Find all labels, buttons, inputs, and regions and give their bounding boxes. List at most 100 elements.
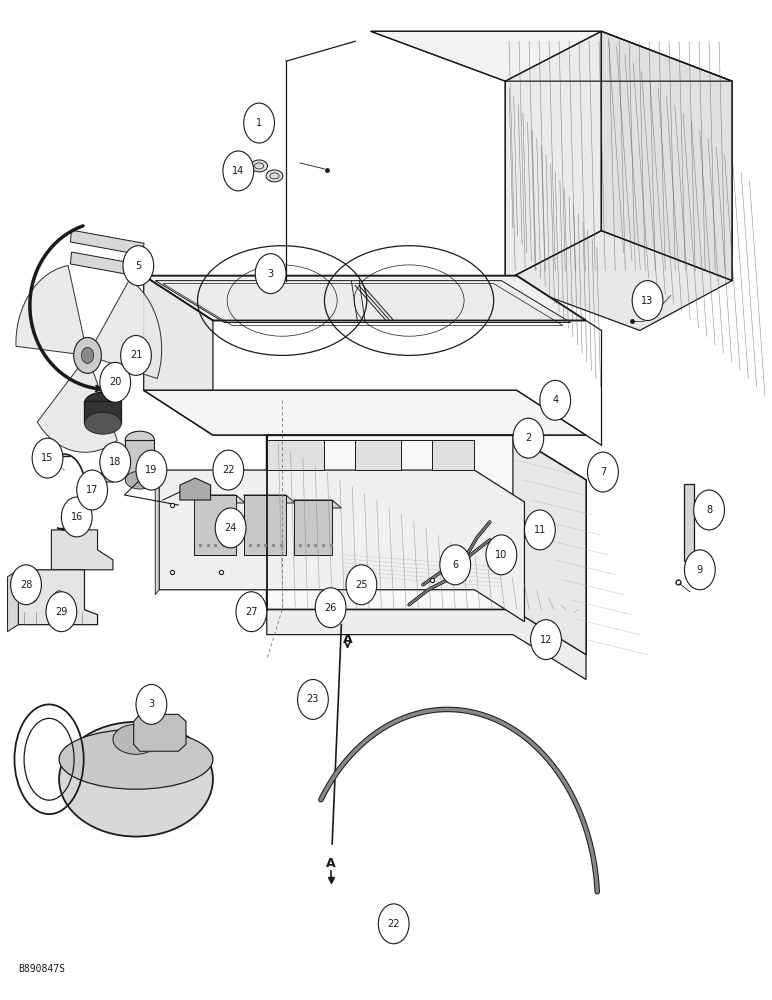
Text: 22: 22 — [388, 919, 400, 929]
Circle shape — [486, 535, 516, 575]
Text: 26: 26 — [324, 603, 337, 613]
Circle shape — [685, 550, 715, 590]
Text: 24: 24 — [225, 523, 237, 533]
Circle shape — [236, 592, 267, 632]
Circle shape — [540, 380, 571, 420]
Polygon shape — [16, 266, 87, 355]
Polygon shape — [267, 440, 475, 470]
Text: 15: 15 — [42, 453, 54, 463]
Polygon shape — [155, 281, 571, 322]
Circle shape — [32, 438, 63, 478]
Circle shape — [100, 362, 130, 402]
Ellipse shape — [84, 392, 121, 414]
Polygon shape — [70, 252, 144, 277]
Text: 20: 20 — [109, 377, 121, 387]
Circle shape — [297, 680, 328, 719]
Circle shape — [81, 347, 93, 363]
Text: 3: 3 — [268, 269, 274, 279]
Text: 19: 19 — [145, 465, 157, 475]
Polygon shape — [475, 490, 513, 520]
Text: 2: 2 — [525, 433, 531, 443]
Text: 27: 27 — [245, 607, 258, 617]
Circle shape — [440, 545, 471, 585]
Text: 29: 29 — [56, 607, 68, 617]
Text: 22: 22 — [222, 465, 235, 475]
Polygon shape — [144, 276, 586, 320]
Circle shape — [632, 281, 663, 321]
Circle shape — [315, 588, 346, 628]
Polygon shape — [267, 610, 586, 680]
Polygon shape — [8, 570, 19, 632]
Text: 12: 12 — [540, 635, 552, 645]
Polygon shape — [52, 530, 113, 570]
Ellipse shape — [59, 729, 213, 789]
Circle shape — [73, 337, 101, 373]
Text: 18: 18 — [109, 457, 121, 467]
Circle shape — [28, 591, 37, 603]
Polygon shape — [505, 31, 601, 281]
Text: 8: 8 — [706, 505, 712, 515]
Polygon shape — [505, 231, 732, 330]
Polygon shape — [87, 280, 161, 379]
Ellipse shape — [251, 160, 268, 172]
Circle shape — [530, 620, 561, 660]
Circle shape — [524, 510, 555, 550]
Circle shape — [213, 450, 244, 490]
Text: A: A — [326, 857, 335, 870]
Text: 5: 5 — [135, 261, 141, 271]
Polygon shape — [601, 31, 732, 281]
Ellipse shape — [266, 170, 283, 182]
Polygon shape — [244, 495, 286, 555]
Polygon shape — [37, 355, 117, 452]
Circle shape — [378, 904, 409, 944]
Polygon shape — [144, 276, 213, 435]
Text: 3: 3 — [148, 699, 154, 709]
Polygon shape — [159, 470, 524, 622]
Polygon shape — [267, 435, 586, 655]
Text: 11: 11 — [533, 525, 546, 535]
Circle shape — [513, 418, 543, 458]
Polygon shape — [180, 478, 211, 500]
Circle shape — [256, 254, 286, 294]
Circle shape — [123, 246, 154, 286]
Circle shape — [100, 442, 130, 482]
FancyBboxPatch shape — [125, 440, 154, 480]
Circle shape — [694, 490, 724, 530]
Text: 28: 28 — [20, 580, 32, 590]
Circle shape — [244, 103, 275, 143]
Circle shape — [346, 565, 377, 605]
Circle shape — [46, 592, 76, 632]
Text: B890847S: B890847S — [19, 964, 66, 974]
Text: 14: 14 — [232, 166, 245, 176]
Polygon shape — [371, 31, 732, 81]
Text: 17: 17 — [86, 485, 98, 495]
Text: 25: 25 — [355, 580, 367, 590]
Text: 10: 10 — [496, 550, 507, 560]
Polygon shape — [70, 230, 144, 255]
Ellipse shape — [84, 412, 121, 434]
Circle shape — [215, 508, 246, 548]
Text: 1: 1 — [256, 118, 262, 128]
Text: 7: 7 — [600, 467, 606, 477]
Text: 6: 6 — [452, 560, 459, 570]
Ellipse shape — [113, 724, 159, 754]
Circle shape — [62, 497, 92, 537]
Circle shape — [223, 151, 254, 191]
Circle shape — [136, 684, 167, 724]
Polygon shape — [101, 468, 118, 482]
Circle shape — [587, 452, 618, 492]
Text: 21: 21 — [130, 350, 142, 360]
Circle shape — [136, 450, 167, 490]
Ellipse shape — [125, 471, 154, 489]
Polygon shape — [513, 435, 586, 655]
Polygon shape — [194, 495, 245, 503]
Text: A: A — [343, 633, 352, 646]
FancyBboxPatch shape — [84, 401, 121, 423]
Circle shape — [55, 591, 64, 603]
Polygon shape — [19, 570, 97, 625]
Circle shape — [120, 335, 151, 375]
Circle shape — [76, 470, 107, 510]
Text: 4: 4 — [552, 395, 558, 405]
Polygon shape — [144, 390, 586, 435]
FancyBboxPatch shape — [684, 484, 695, 561]
